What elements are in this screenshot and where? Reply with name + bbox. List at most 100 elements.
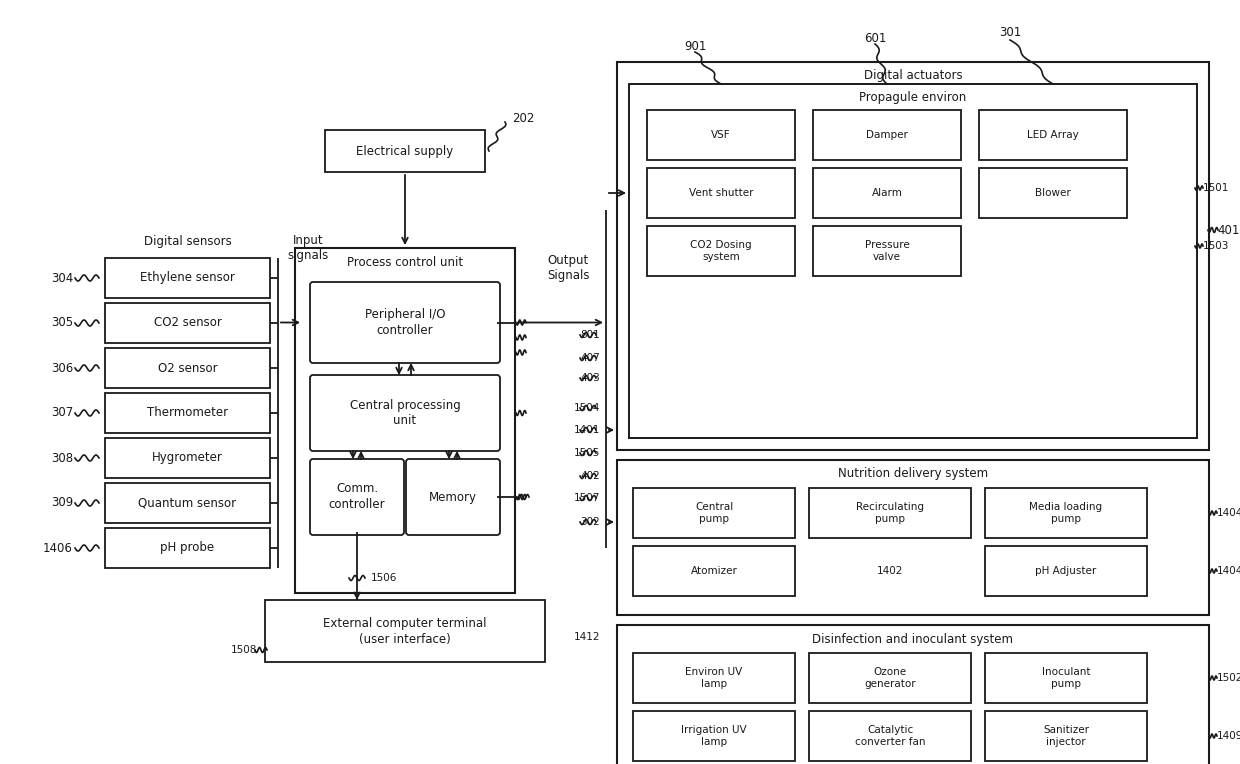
Text: 306: 306 xyxy=(51,361,73,374)
Bar xyxy=(618,62,1209,450)
Bar xyxy=(295,248,515,593)
Text: 407: 407 xyxy=(580,353,600,363)
Text: 401: 401 xyxy=(1216,224,1239,237)
Bar xyxy=(105,348,270,388)
Text: 308: 308 xyxy=(51,452,73,465)
Text: Catalytic
converter fan: Catalytic converter fan xyxy=(854,725,925,747)
Bar xyxy=(618,460,1209,615)
Text: Central processing
unit: Central processing unit xyxy=(350,399,460,428)
Bar xyxy=(985,653,1147,703)
Text: Digital actuators: Digital actuators xyxy=(864,70,962,83)
Text: External computer terminal
(user interface): External computer terminal (user interfa… xyxy=(324,617,487,646)
Bar xyxy=(647,168,795,218)
Bar xyxy=(632,488,795,538)
Text: Pressure
valve: Pressure valve xyxy=(864,240,909,262)
Bar xyxy=(985,546,1147,596)
Text: Irrigation UV
lamp: Irrigation UV lamp xyxy=(681,725,746,747)
Text: 801: 801 xyxy=(580,330,600,340)
Text: 1501: 1501 xyxy=(1203,183,1229,193)
Text: 1505: 1505 xyxy=(574,448,600,458)
Text: Vent shutter: Vent shutter xyxy=(688,188,753,198)
Text: 307: 307 xyxy=(51,406,73,419)
Bar xyxy=(105,303,270,343)
Text: 1504: 1504 xyxy=(574,403,600,413)
Text: O2 sensor: O2 sensor xyxy=(157,361,217,374)
FancyBboxPatch shape xyxy=(310,375,500,451)
Text: LED Array: LED Array xyxy=(1027,130,1079,140)
Text: 1401: 1401 xyxy=(574,425,600,435)
Text: Nutrition delivery system: Nutrition delivery system xyxy=(838,468,988,481)
Bar xyxy=(105,528,270,568)
Text: 601: 601 xyxy=(864,31,887,44)
Text: Disinfection and inoculant system: Disinfection and inoculant system xyxy=(812,633,1013,646)
Text: Process control unit: Process control unit xyxy=(347,255,463,268)
Text: 901: 901 xyxy=(683,40,707,53)
Bar xyxy=(105,393,270,433)
Text: 1503: 1503 xyxy=(1203,241,1229,251)
Bar xyxy=(629,84,1197,438)
Text: Ethylene sensor: Ethylene sensor xyxy=(140,271,234,284)
Text: Inoculant
pump: Inoculant pump xyxy=(1042,667,1090,689)
Text: Hygrometer: Hygrometer xyxy=(153,452,223,465)
Text: 403: 403 xyxy=(580,373,600,383)
Text: Quantum sensor: Quantum sensor xyxy=(139,497,237,510)
Text: Thermometer: Thermometer xyxy=(146,406,228,419)
Bar xyxy=(632,546,795,596)
Text: 305: 305 xyxy=(51,316,73,329)
Text: Central
pump: Central pump xyxy=(694,502,733,524)
Text: Digital sensors: Digital sensors xyxy=(144,235,232,248)
Bar xyxy=(105,438,270,478)
Text: 1404: 1404 xyxy=(1216,508,1240,518)
Text: 1506: 1506 xyxy=(371,573,397,583)
Text: 304: 304 xyxy=(51,271,73,284)
Text: CO2 Dosing
system: CO2 Dosing system xyxy=(691,240,751,262)
Text: Memory: Memory xyxy=(429,490,477,503)
Text: VSF: VSF xyxy=(712,130,730,140)
Text: Recirculating
pump: Recirculating pump xyxy=(856,502,924,524)
Bar xyxy=(105,258,270,298)
Text: Output
Signals: Output Signals xyxy=(547,254,589,282)
Text: 402: 402 xyxy=(580,471,600,481)
Text: Environ UV
lamp: Environ UV lamp xyxy=(686,667,743,689)
Bar xyxy=(808,488,971,538)
Text: 302: 302 xyxy=(580,517,600,527)
Bar xyxy=(980,168,1127,218)
Text: Ozone
generator: Ozone generator xyxy=(864,667,916,689)
Text: Peripheral I/O
controller: Peripheral I/O controller xyxy=(365,308,445,337)
Text: Damper: Damper xyxy=(866,130,908,140)
Bar xyxy=(813,168,961,218)
FancyBboxPatch shape xyxy=(310,282,500,363)
Text: 1502: 1502 xyxy=(1216,673,1240,683)
Text: pH probe: pH probe xyxy=(160,542,215,555)
Bar xyxy=(813,110,961,160)
Text: Sanitizer
injector: Sanitizer injector xyxy=(1043,725,1089,747)
Bar xyxy=(618,625,1209,764)
Bar xyxy=(632,653,795,703)
Bar xyxy=(980,110,1127,160)
Bar xyxy=(647,226,795,276)
Bar xyxy=(325,130,485,172)
Text: 1404: 1404 xyxy=(1216,566,1240,576)
Text: 1406: 1406 xyxy=(43,542,73,555)
Text: 1409: 1409 xyxy=(1216,731,1240,741)
Bar xyxy=(265,600,546,662)
Bar xyxy=(647,110,795,160)
Bar xyxy=(105,483,270,523)
Text: Alarm: Alarm xyxy=(872,188,903,198)
Bar xyxy=(985,711,1147,761)
Text: Input
signals: Input signals xyxy=(288,234,329,262)
Text: Propagule environ: Propagule environ xyxy=(859,90,967,103)
FancyBboxPatch shape xyxy=(310,459,404,535)
Text: 309: 309 xyxy=(51,497,73,510)
Text: pH Adjuster: pH Adjuster xyxy=(1035,566,1096,576)
Text: Blower: Blower xyxy=(1035,188,1071,198)
Text: CO2 sensor: CO2 sensor xyxy=(154,316,222,329)
Text: 301: 301 xyxy=(999,27,1021,40)
Text: Atomizer: Atomizer xyxy=(691,566,738,576)
Bar xyxy=(808,711,971,761)
Text: 1402: 1402 xyxy=(877,566,903,576)
Bar xyxy=(813,226,961,276)
Text: 1508: 1508 xyxy=(231,645,257,655)
Bar xyxy=(632,711,795,761)
Text: Electrical supply: Electrical supply xyxy=(356,144,454,157)
